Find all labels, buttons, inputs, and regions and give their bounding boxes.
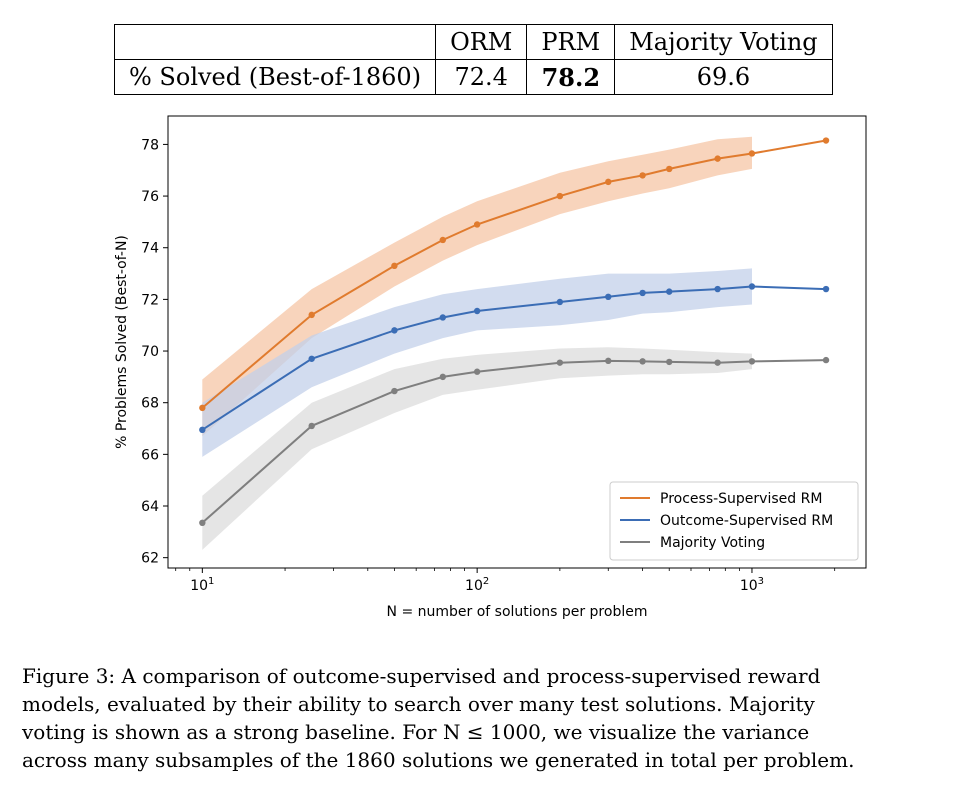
majority-voting-point (714, 359, 721, 366)
x-tick-exponent: 2 (483, 576, 489, 587)
figure-caption: Figure 3: A comparison of outcome-superv… (22, 662, 962, 774)
outcome-supervised-rm-point (473, 307, 481, 315)
table-header-row: ORM PRM Majority Voting (113, 24, 833, 60)
process-supervised-rm-point (639, 172, 646, 179)
majority-voting-point (605, 357, 612, 365)
legend-label-outcome-supervised-rm: Outcome-Supervised RM (660, 513, 833, 529)
outcome-supervised-rm-point (748, 283, 756, 290)
plot-frame (167, 115, 867, 569)
majority-voting-point (666, 358, 673, 366)
table-row: % Solved (Best-of-1860) 72.4 78.2 69.6 (113, 59, 833, 95)
outcome-supervised-rm-point (822, 285, 830, 293)
y-tick-label: 70 (141, 344, 159, 360)
x-tick-exponent: 1 (208, 576, 214, 587)
y-tick-label: 74 (141, 241, 159, 257)
y-tick-label: 76 (141, 189, 159, 205)
process-supervised-rm-point (605, 178, 612, 186)
outcome-supervised-rm-point (666, 288, 673, 295)
table-header-empty (113, 24, 437, 60)
variance-bands (202, 136, 753, 550)
outcome-supervised-rm-point (556, 298, 564, 306)
y-tick-label: 78 (141, 137, 159, 153)
process-supervised-rm-point (439, 236, 447, 244)
x-axis-label: N = number of solutions per problem (387, 604, 648, 620)
results-table: ORM PRM Majority Voting % Solved (Best-o… (113, 24, 833, 95)
outcome-supervised-rm-point (714, 285, 721, 293)
outcome-supervised-rm-point (605, 293, 612, 300)
table-header-majority-voting: Majority Voting (614, 24, 833, 60)
legend-label-majority-voting: Majority Voting (660, 535, 765, 551)
process-supervised-rm-point (822, 137, 830, 144)
process-supervised-rm-point (473, 221, 481, 228)
process-supervised-rm-point (714, 155, 721, 162)
y-tick-label: 62 (141, 551, 159, 567)
outcome-supervised-rm-point (199, 426, 206, 434)
process-supervised-rm-line (201, 139, 827, 409)
majority-voting-point (308, 422, 315, 430)
x-tick-base: 10 (465, 578, 483, 594)
legend-label-process-supervised-rm: Process-Supervised RM (660, 491, 822, 507)
x-tick-base: 10 (740, 578, 758, 594)
x-axis: 101 102 103 (175, 568, 836, 594)
series-lines (201, 139, 827, 524)
majority-voting-point (199, 519, 206, 526)
process-supervised-rm-point (199, 404, 206, 412)
majority-voting-band (202, 347, 753, 550)
y-tick-label: 68 (141, 396, 159, 412)
process-supervised-rm-point (556, 192, 564, 200)
x-tick-label: 103 (740, 576, 764, 594)
outcome-supervised-rm-band (202, 268, 753, 457)
x-tick-base: 10 (190, 578, 208, 594)
caption-line: models, evaluated by their ability to se… (22, 692, 815, 716)
outcome-supervised-rm-line (201, 285, 827, 431)
majority-voting-point (639, 358, 646, 365)
majority-voting-point (473, 368, 481, 375)
process-supervised-rm-point (308, 311, 315, 319)
y-axis-label: % Problems Solved (Best-of-N) (114, 235, 130, 449)
caption-line: voting is shown as a strong baseline. Fo… (22, 720, 810, 744)
majority-voting-point (822, 356, 830, 364)
table-row-label: % Solved (Best-of-1860) (113, 59, 437, 95)
majority-voting-line (201, 359, 827, 524)
x-tick-label: 101 (190, 576, 214, 594)
table-header-prm: PRM (526, 24, 616, 60)
y-tick-label: 72 (141, 292, 159, 308)
y-tick-label: 64 (141, 499, 159, 515)
table-cell-orm: 72.4 (435, 59, 528, 95)
y-axis: 62 64 66 68 70 72 74 76 78 (141, 137, 168, 567)
process-supervised-rm-point (391, 262, 398, 270)
legend: Process-Supervised RM Outcome-Supervised … (609, 481, 859, 561)
process-supervised-rm-band (202, 136, 753, 437)
outcome-supervised-rm-point (391, 327, 398, 334)
process-supervised-rm-point (748, 150, 756, 157)
table-cell-prm: 78.2 (526, 59, 616, 95)
majority-voting-point (748, 358, 756, 365)
majority-voting-point (391, 387, 398, 395)
process-supervised-rm-point (666, 165, 673, 173)
caption-line: across many subsamples of the 1860 solut… (22, 748, 855, 772)
majority-voting-point (556, 359, 564, 366)
outcome-supervised-rm-point (439, 314, 447, 321)
legend-box (609, 481, 859, 561)
outcome-supervised-rm-point (639, 289, 646, 297)
x-tick-exponent: 3 (758, 576, 764, 587)
caption-line: Figure 3: A comparison of outcome-superv… (22, 664, 821, 688)
majority-voting-point (439, 373, 447, 381)
table-header-orm: ORM (435, 24, 528, 60)
table-cell-majority-voting: 69.6 (614, 59, 833, 95)
series-points (199, 137, 830, 526)
y-tick-label: 66 (141, 447, 159, 463)
x-tick-label: 102 (465, 576, 489, 594)
outcome-supervised-rm-point (308, 355, 315, 362)
